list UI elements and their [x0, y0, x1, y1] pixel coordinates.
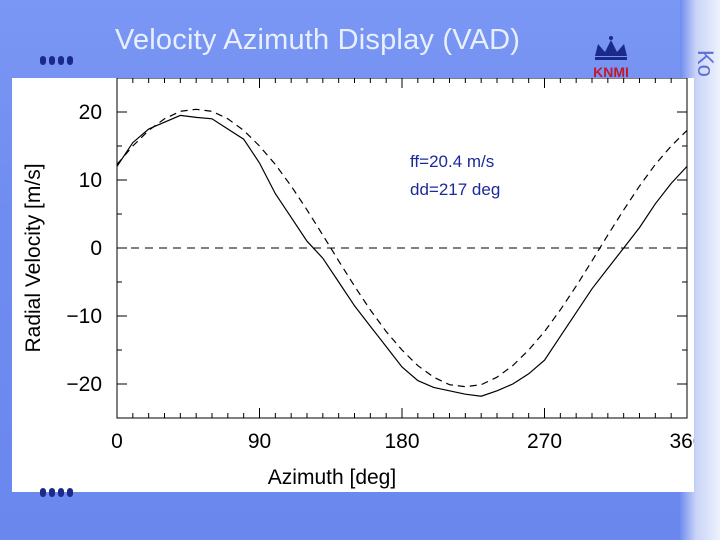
decorative-dots-top [40, 52, 76, 70]
x-tick-label: 180 [384, 430, 419, 453]
fit-annotation: ff=20.4 m/s dd=217 deg [410, 148, 500, 204]
fit-curve [116, 108, 688, 388]
vad-chart: 0 90 180 270 360 20 10 0 −10 −20 Azimuth [deg] Ra… [22, 78, 694, 489]
slide-title: Velocity Azimuth Display (VAD) [115, 24, 521, 56]
decorative-dots-bottom [40, 484, 76, 502]
y-tick-label: −10 [66, 305, 102, 328]
annotation-direction: dd=217 deg [410, 180, 501, 199]
x-tick-label: 360 [669, 430, 694, 453]
x-axis-label: Azimuth [deg] [268, 466, 396, 489]
crown-icon [595, 40, 627, 56]
x-tick-label: 0 [111, 430, 123, 453]
side-text: Ko [693, 50, 718, 77]
logo-text: KNMI [593, 64, 629, 78]
y-tick-label: 0 [90, 237, 102, 260]
annotation-speed: ff=20.4 m/s [410, 152, 495, 171]
y-tick-label: 20 [79, 101, 102, 124]
measured-curve [116, 114, 688, 397]
y-axis-label: Radial Velocity [m/s] [22, 163, 45, 352]
x-tick-label: 270 [527, 430, 562, 453]
y-tick-label: −20 [66, 373, 102, 396]
y-tick-label: 10 [79, 169, 102, 192]
x-tick-label: 90 [248, 430, 271, 453]
knmi-logo: KNMI [593, 36, 629, 78]
chart-panel: 0 90 180 270 360 20 10 0 −10 −20 Azimuth [deg] Ra… [12, 78, 694, 492]
